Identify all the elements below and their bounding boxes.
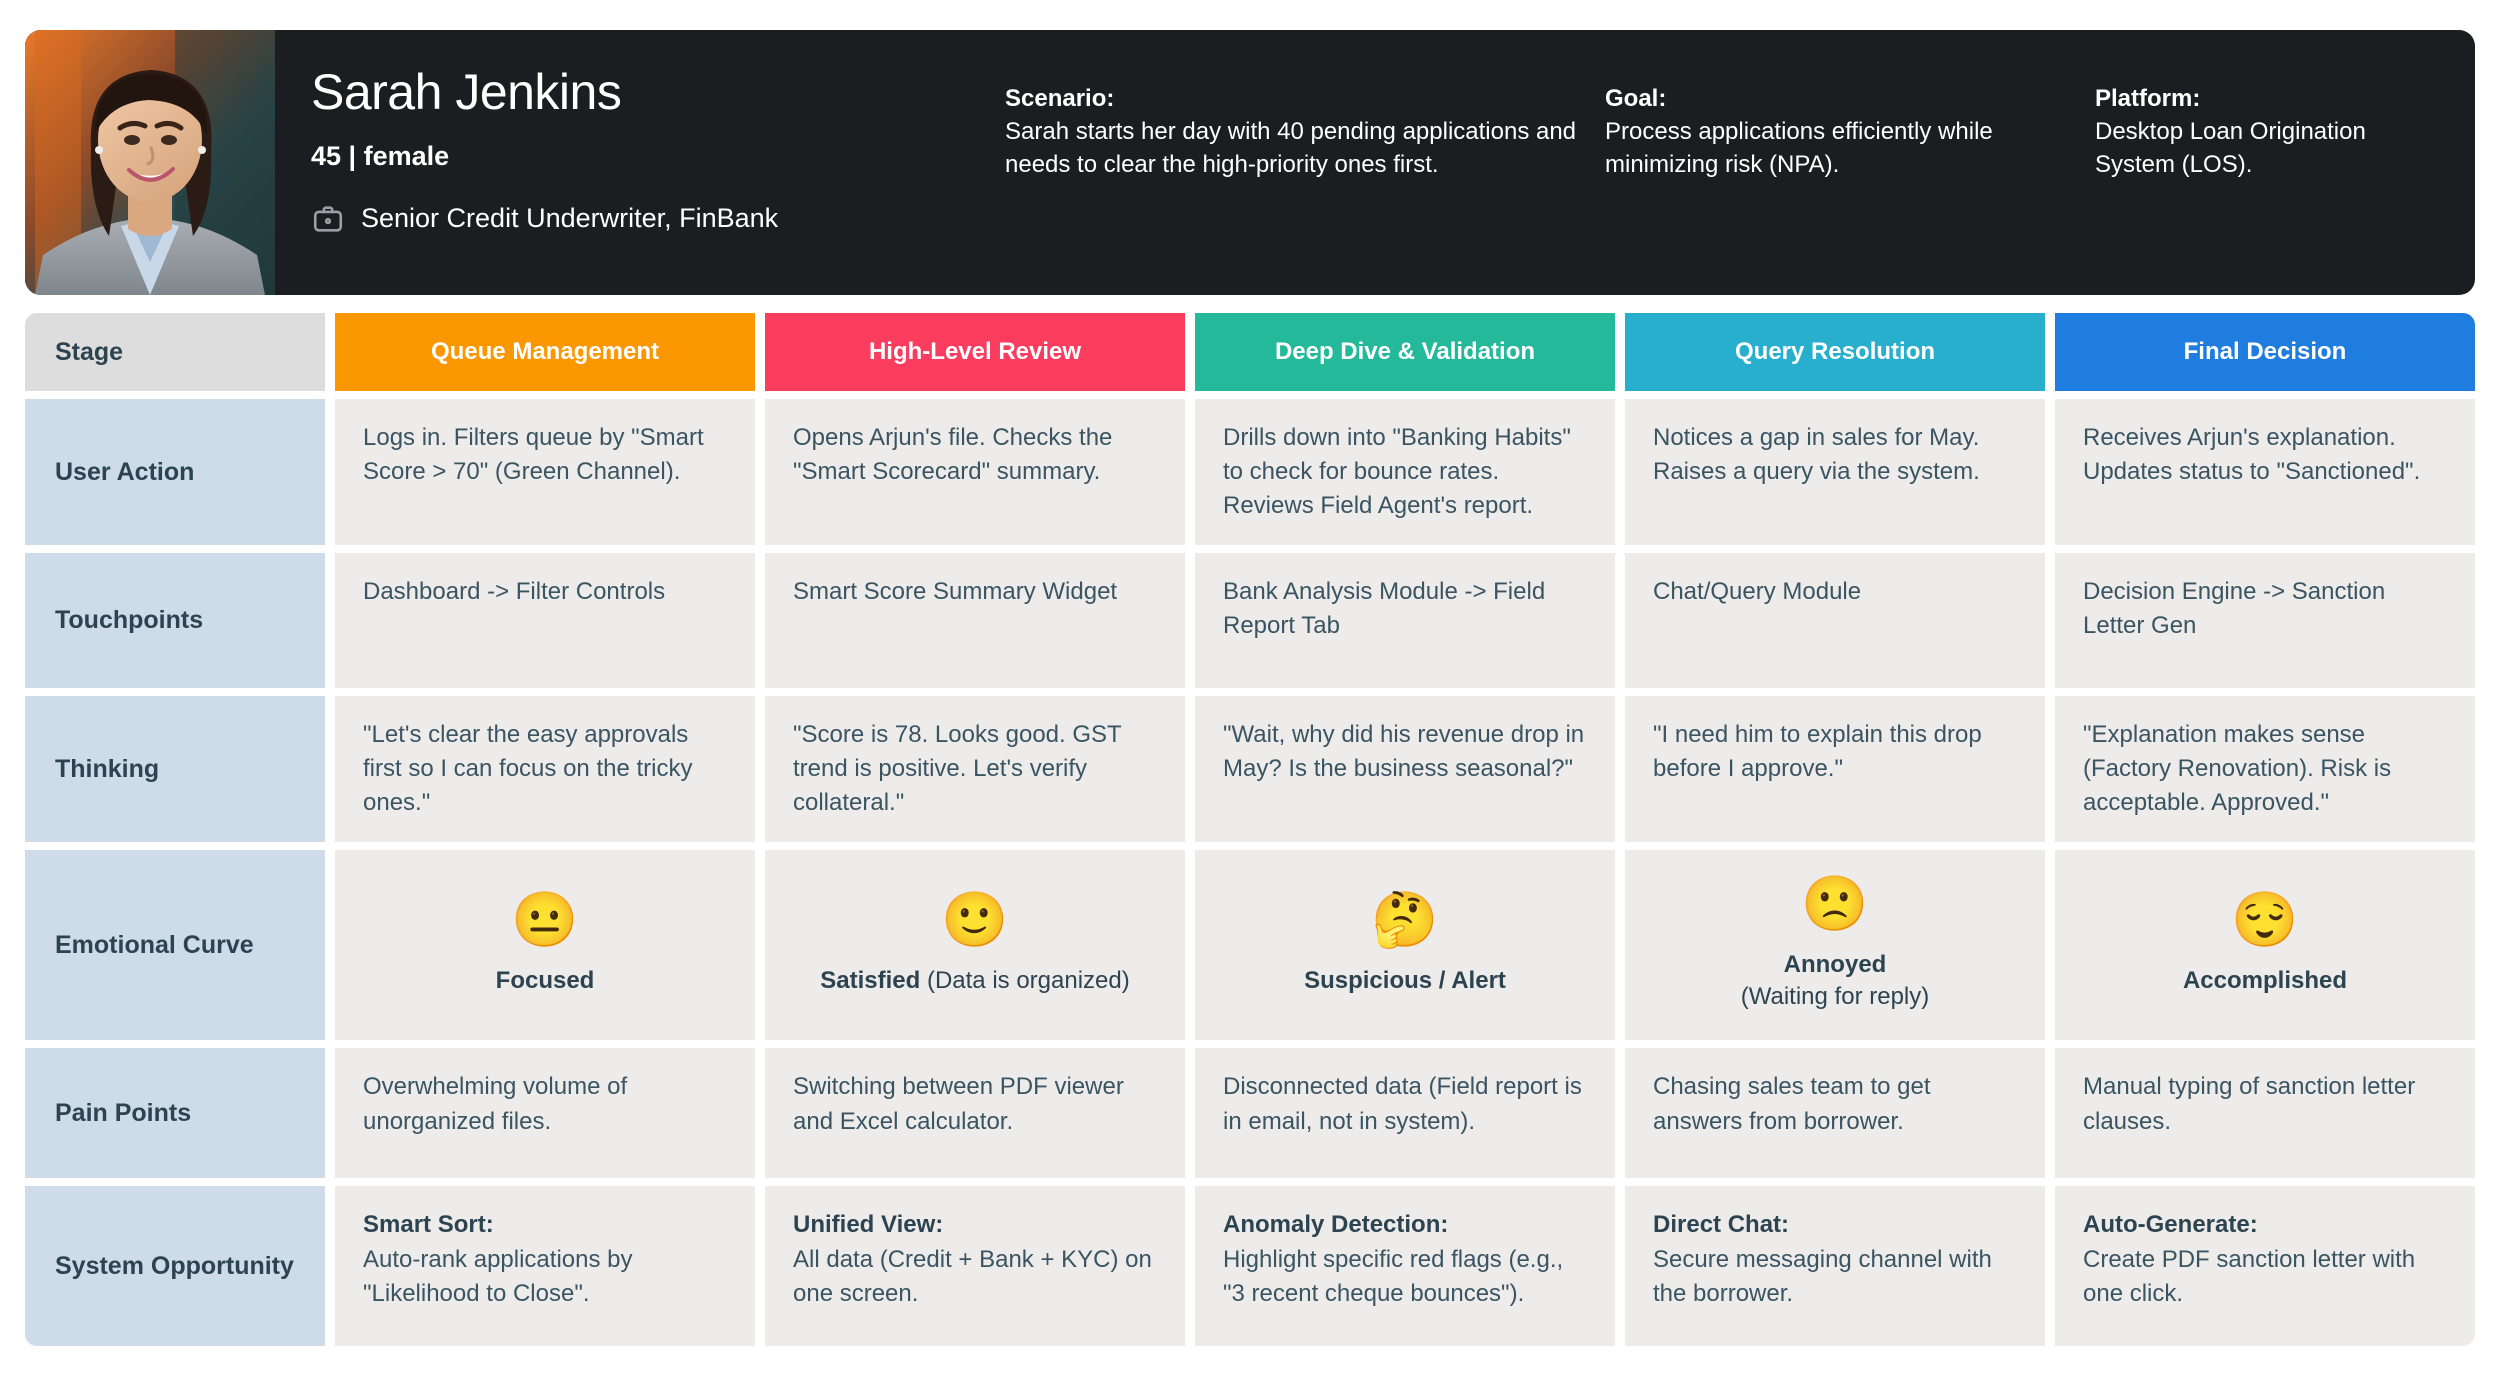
cell-thinking-5[interactable]: "Explanation makes sense (Factory Renova… <box>2055 696 2475 843</box>
cell-emotional-curve-3[interactable]: 🤔 Suspicious / Alert <box>1195 850 1615 1041</box>
fact-platform-text: Desktop Loan Origination System (LOS). <box>2095 118 2366 179</box>
cell-emotional-curve-5[interactable]: 😌 Accomplished <box>2055 850 2475 1041</box>
cell-pain-points-1[interactable]: Overwhelming volume of unorganized files… <box>335 1048 755 1179</box>
stage-header-4[interactable]: Query Resolution <box>1625 313 2045 391</box>
cell-thinking-2[interactable]: "Score is 78. Looks good. GST trend is p… <box>765 696 1185 843</box>
row-label-user-action: User Action <box>25 399 325 546</box>
fact-scenario: Scenario: Sarah starts her day with 40 p… <box>1005 82 1605 181</box>
persona-facts: Scenario: Sarah starts her day with 40 p… <box>1005 30 2475 295</box>
emotion-label-4: Annoyed (Waiting for reply) <box>1740 951 1930 1011</box>
thinking-face-emoji: 🤔 <box>1371 890 1439 951</box>
slight-smile-emoji: 🙂 <box>941 890 1009 951</box>
emotion-label-1: Focused <box>495 967 595 995</box>
fact-goal: Goal: Process applications efficiently w… <box>1605 82 2095 181</box>
fact-goal-label: Goal: <box>1605 85 1667 112</box>
persona-role-row: Senior Credit Underwriter, FinBank <box>311 202 975 236</box>
cell-touchpoints-5[interactable]: Decision Engine -> Sanction Letter Gen <box>2055 553 2475 689</box>
persona-portrait-illustration <box>25 30 275 295</box>
cell-system-opportunity-2[interactable]: Unified View: All data (Credit + Bank + … <box>765 1186 1185 1347</box>
cell-emotional-curve-1[interactable]: 😐 Focused <box>335 850 755 1041</box>
row-label-system-opportunity: System Opportunity <box>25 1186 325 1347</box>
stage-header-3[interactable]: Deep Dive & Validation <box>1195 313 1615 391</box>
fact-platform-label: Platform: <box>2095 85 2201 112</box>
fact-goal-text: Process applications efficiently while m… <box>1605 118 1993 179</box>
cell-system-opportunity-4[interactable]: Direct Chat: Secure messaging channel wi… <box>1625 1186 2045 1347</box>
row-label-touchpoints: Touchpoints <box>25 553 325 689</box>
cell-touchpoints-3[interactable]: Bank Analysis Module -> Field Report Tab <box>1195 553 1615 689</box>
cell-pain-points-5[interactable]: Manual typing of sanction letter clauses… <box>2055 1048 2475 1179</box>
neutral-face-emoji: 😐 <box>511 890 579 951</box>
persona-role: Senior Credit Underwriter, FinBank <box>361 203 779 233</box>
cell-pain-points-2[interactable]: Switching between PDF viewer and Excel c… <box>765 1048 1185 1179</box>
cell-thinking-3[interactable]: "Wait, why did his revenue drop in May? … <box>1195 696 1615 843</box>
cell-system-opportunity-3[interactable]: Anomaly Detection: Highlight specific re… <box>1195 1186 1615 1347</box>
emotion-label-3: Suspicious / Alert <box>1304 967 1506 995</box>
fact-scenario-text: Sarah starts her day with 40 pending app… <box>1005 118 1577 179</box>
persona-name: Sarah Jenkins <box>311 64 622 120</box>
cell-user-action-3[interactable]: Drills down into "Banking Habits" to che… <box>1195 399 1615 546</box>
journey-grid: Stage Queue Management High-Level Review De… <box>25 313 2475 1347</box>
emotion-label-2: Satisfied (Data is organized) <box>820 967 1130 995</box>
stage-column-header: Stage <box>25 313 325 391</box>
cell-system-opportunity-1[interactable]: Smart Sort: Auto-rank applications by "L… <box>335 1186 755 1347</box>
cell-touchpoints-4[interactable]: Chat/Query Module <box>1625 553 2045 689</box>
row-label-emotional-curve: Emotional Curve <box>25 850 325 1041</box>
cell-user-action-1[interactable]: Logs in. Filters queue by "Smart Score >… <box>335 399 755 546</box>
cell-touchpoints-1[interactable]: Dashboard -> Filter Controls <box>335 553 755 689</box>
relieved-face-emoji: 😌 <box>2231 890 2299 951</box>
cell-emotional-curve-2[interactable]: 🙂 Satisfied (Data is organized) <box>765 850 1185 1041</box>
briefcase-icon <box>311 202 345 236</box>
cell-user-action-2[interactable]: Opens Arjun's file. Checks the "Smart Sc… <box>765 399 1185 546</box>
cell-pain-points-3[interactable]: Disconnected data (Field report is in em… <box>1195 1048 1615 1179</box>
cell-thinking-1[interactable]: "Let's clear the easy approvals first so… <box>335 696 755 843</box>
persona-identity: Sarah Jenkins 45 | female Senior Credit … <box>275 30 1005 295</box>
stage-header-5[interactable]: Final Decision <box>2055 313 2475 391</box>
emotion-label-5: Accomplished <box>2182 967 2348 995</box>
fact-platform: Platform: Desktop Loan Origination Syste… <box>2095 82 2435 181</box>
row-label-thinking: Thinking <box>25 696 325 843</box>
cell-touchpoints-2[interactable]: Smart Score Summary Widget <box>765 553 1185 689</box>
fact-scenario-label: Scenario: <box>1005 85 1115 112</box>
cell-user-action-5[interactable]: Receives Arjun's explanation. Updates st… <box>2055 399 2475 546</box>
persona-photo <box>25 30 275 295</box>
cell-user-action-4[interactable]: Notices a gap in sales for May. Raises a… <box>1625 399 2045 546</box>
stage-header-2[interactable]: High-Level Review <box>765 313 1185 391</box>
cell-pain-points-4[interactable]: Chasing sales team to get answers from b… <box>1625 1048 2045 1179</box>
stage-header-1[interactable]: Queue Management <box>335 313 755 391</box>
row-label-pain-points: Pain Points <box>25 1048 325 1179</box>
slight-frown-emoji: 🙁 <box>1801 874 1869 935</box>
cell-system-opportunity-5[interactable]: Auto-Generate: Create PDF sanction lette… <box>2055 1186 2475 1347</box>
cell-emotional-curve-4[interactable]: 🙁 Annoyed (Waiting for reply) <box>1625 850 2045 1041</box>
persona-age-gender: 45 | female <box>311 140 450 171</box>
cell-thinking-4[interactable]: "I need him to explain this drop before … <box>1625 696 2045 843</box>
persona-header-card: Sarah Jenkins 45 | female Senior Credit … <box>25 30 2475 295</box>
